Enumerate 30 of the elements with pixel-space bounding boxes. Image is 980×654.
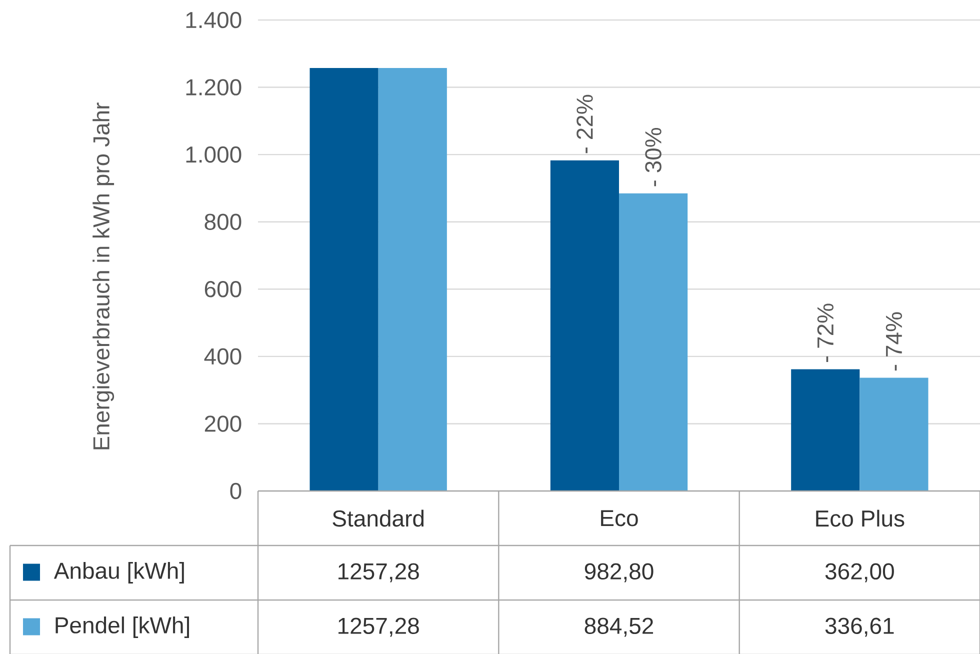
data-label: 1257,28 <box>338 618 419 637</box>
bar <box>860 378 928 491</box>
data-label: 884,52 <box>584 618 654 637</box>
bar <box>310 68 378 491</box>
bar <box>791 369 860 491</box>
x-tick-label: Standard <box>332 510 424 527</box>
annotation: - 72% <box>817 304 834 362</box>
data-label: 336,61 <box>825 618 894 637</box>
data-label: 982,80 <box>584 563 654 582</box>
y-tick-label: 1.000 <box>186 146 242 163</box>
data-label: 1257,28 <box>338 563 419 582</box>
bar <box>378 68 447 491</box>
y-tick-label: 200 <box>204 416 242 432</box>
annotation: - 22% <box>576 94 593 154</box>
y-axis-title: Energieverbrauch in kWh pro Jahr <box>92 102 114 450</box>
y-tick-label: 400 <box>204 348 242 365</box>
y-tick-label: 1.200 <box>186 79 242 96</box>
legend-label: Pendel [kWh] <box>56 616 189 638</box>
x-tick-label: Eco Plus <box>816 510 904 527</box>
bar <box>619 193 688 491</box>
bar <box>550 160 620 491</box>
annotation: - 74% <box>886 312 902 371</box>
y-tick-label: 0 <box>230 482 242 500</box>
y-tick-label: 1.400 <box>186 12 242 28</box>
annotation: - 30% <box>645 128 662 186</box>
data-label: 362,00 <box>825 563 894 582</box>
legend-label: Anbau [kWh] <box>54 562 184 584</box>
x-tick-label: Eco <box>601 510 638 526</box>
y-tick-label: 800 <box>204 214 242 230</box>
y-tick-label: 600 <box>204 281 242 298</box>
